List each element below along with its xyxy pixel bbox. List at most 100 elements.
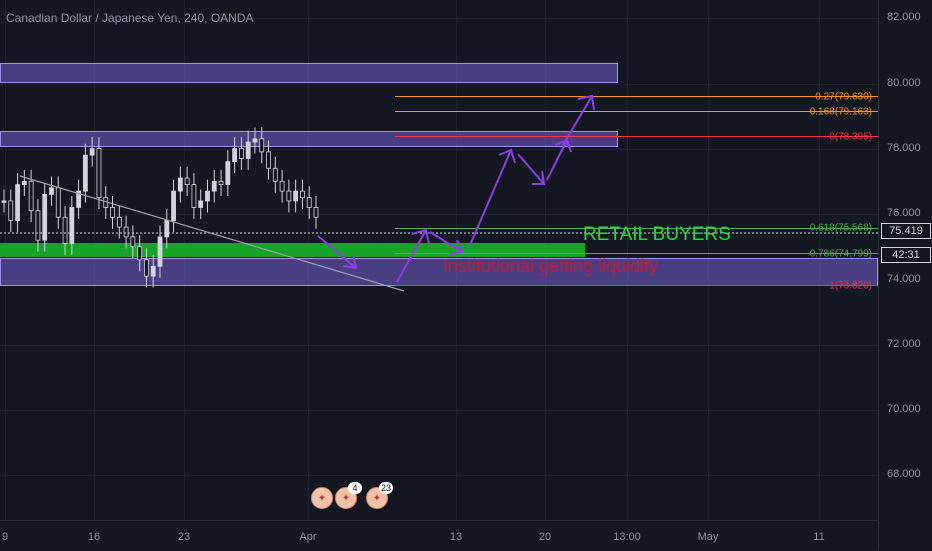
fib-label-0786: 0.786(74.799) bbox=[809, 248, 872, 260]
grid-line-horizontal bbox=[0, 18, 878, 19]
candle-body bbox=[116, 216, 122, 228]
grid-line-horizontal bbox=[0, 149, 878, 150]
retail-buyers-label: RETAIL BUYERS bbox=[583, 224, 731, 245]
candle-body bbox=[123, 226, 129, 238]
candle-body bbox=[137, 246, 143, 261]
candle-body bbox=[69, 207, 75, 244]
time-tick-label: May bbox=[697, 531, 719, 543]
price-tick-label: 68.000 bbox=[887, 468, 921, 480]
candle-body bbox=[89, 148, 95, 156]
candle-body bbox=[28, 180, 34, 212]
candle-body bbox=[150, 265, 156, 277]
projection-arrow-path bbox=[317, 94, 595, 283]
time-axis[interactable]: 9 16 23 Apr 13 20 13:00 May 11 bbox=[0, 520, 878, 551]
time-tick-label: 23 bbox=[177, 531, 191, 543]
candle-body bbox=[218, 180, 224, 185]
bar-countdown: 42:31 bbox=[881, 247, 931, 263]
candle-body bbox=[245, 141, 251, 159]
chart-area[interactable]: -0.27(79.630) -0.168(79.163) 0(78.395) 0… bbox=[0, 0, 878, 520]
chart-title: Canadian Dollar / Japanese Yen, 240, OAN… bbox=[6, 11, 254, 25]
candle-body bbox=[96, 148, 102, 199]
candle-body bbox=[110, 207, 115, 218]
candle-body bbox=[238, 148, 244, 159]
resistance-zone-upper[interactable] bbox=[0, 63, 618, 83]
candle-body bbox=[225, 161, 231, 185]
event-count-badge: 4 bbox=[348, 482, 362, 494]
price-tick-label: 78.000 bbox=[887, 142, 921, 154]
event-group-2[interactable]: ✦ 23 bbox=[366, 482, 393, 511]
price-axis[interactable]: 82.000 80.000 78.000 76.000 74.000 72.000 70.0… bbox=[878, 0, 932, 550]
price-tick-label: 76.000 bbox=[887, 207, 921, 219]
grid-line-horizontal bbox=[0, 84, 878, 85]
fib-line-neg0168[interactable] bbox=[395, 111, 878, 112]
candle-body bbox=[171, 190, 176, 221]
candle-body bbox=[313, 207, 319, 218]
time-tick-label: 9 bbox=[1, 531, 9, 543]
candle-body bbox=[211, 180, 217, 192]
candle-body bbox=[286, 190, 292, 202]
grid-line-horizontal bbox=[0, 214, 878, 215]
price-tick-label: 72.000 bbox=[887, 338, 921, 350]
price-tick-label: 74.000 bbox=[887, 273, 921, 285]
candle-body bbox=[21, 180, 27, 185]
candle-body bbox=[279, 180, 285, 192]
candle-body bbox=[191, 184, 197, 208]
time-tick-label: 11 bbox=[813, 531, 825, 543]
event-group-1[interactable]: ✦ ✦ 4 bbox=[311, 482, 362, 511]
time-tick-label: 13:00 bbox=[613, 531, 641, 543]
fib-label-neg027: -0.27(79.630) bbox=[811, 91, 872, 103]
candle-body bbox=[177, 177, 183, 192]
fib-label-0: 0(78.395) bbox=[829, 131, 872, 143]
time-tick-label: 16 bbox=[87, 531, 101, 543]
fib-label-neg0168: -0.168(79.163) bbox=[806, 106, 872, 118]
candle-body bbox=[232, 148, 238, 163]
time-tick-label: 20 bbox=[538, 531, 552, 543]
candle-body bbox=[42, 193, 48, 241]
trendline bbox=[19, 175, 405, 292]
canada-flag-icon[interactable]: ✦ bbox=[311, 487, 333, 509]
current-price-badge: 75.419 bbox=[881, 223, 931, 239]
price-tick-label: 80.000 bbox=[887, 77, 921, 89]
candle-body bbox=[184, 177, 190, 185]
candle-body bbox=[306, 197, 312, 208]
resistance-zone-middle[interactable] bbox=[0, 131, 618, 147]
grid-line-horizontal bbox=[0, 475, 878, 476]
fib-line-neg027[interactable] bbox=[395, 96, 878, 97]
grid-line-horizontal bbox=[0, 345, 878, 346]
candle-body bbox=[157, 236, 163, 267]
candle-body bbox=[144, 259, 149, 277]
event-count-badge: 23 bbox=[379, 482, 393, 494]
candle-body bbox=[130, 236, 136, 248]
candle-body bbox=[62, 216, 68, 244]
candle-body bbox=[35, 210, 41, 241]
drawing-layer bbox=[0, 94, 878, 292]
fib-line-0[interactable] bbox=[395, 136, 878, 137]
fib-line-1[interactable] bbox=[395, 285, 878, 286]
price-tick-label: 70.000 bbox=[887, 403, 921, 415]
candle-body bbox=[272, 167, 278, 182]
candle-body bbox=[293, 190, 299, 202]
fib-label-0618: 0.618(75.568) bbox=[809, 222, 872, 234]
fib-label-1: 1(73.820) bbox=[829, 280, 872, 292]
time-tick-label: 13 bbox=[449, 531, 463, 543]
candle-body bbox=[8, 200, 14, 221]
fib-line-0618[interactable] bbox=[395, 228, 878, 229]
candle-body bbox=[82, 154, 88, 192]
price-tick-label: 82.000 bbox=[887, 11, 921, 23]
price-series-layer bbox=[1, 127, 319, 288]
fib-line-0786[interactable] bbox=[395, 253, 878, 254]
candle-body bbox=[49, 187, 54, 195]
candle-body bbox=[1, 200, 7, 203]
time-tick-label: Apr bbox=[299, 531, 317, 543]
canada-flag-icon[interactable]: ✦ 4 bbox=[335, 482, 362, 509]
candle-body bbox=[15, 184, 20, 221]
grid-line-horizontal bbox=[0, 410, 878, 411]
candle-body bbox=[300, 190, 305, 199]
candle-body bbox=[259, 138, 265, 153]
candle-body bbox=[266, 151, 271, 169]
candle-body bbox=[76, 190, 82, 208]
canada-flag-icon[interactable]: ✦ 23 bbox=[366, 482, 393, 509]
institutional-liquidity-label: Institutional getting liquidity bbox=[443, 256, 659, 276]
candle-body bbox=[205, 190, 210, 202]
candle-body bbox=[252, 138, 258, 143]
